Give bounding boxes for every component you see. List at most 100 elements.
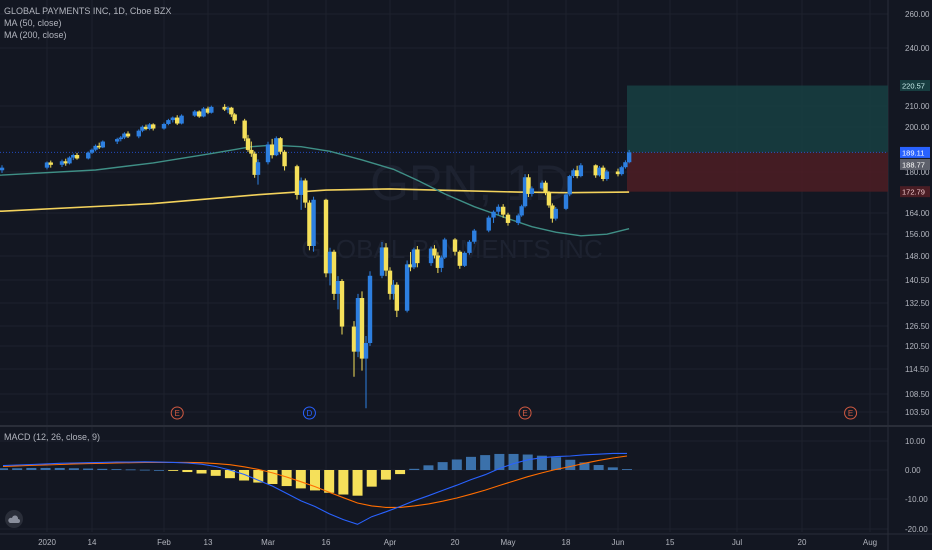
candle: [578, 163, 584, 178]
candle-body: [274, 138, 279, 156]
candle: [307, 200, 312, 251]
candle: [574, 165, 580, 179]
candle: [89, 148, 95, 155]
cloud-icon: [8, 515, 20, 523]
histogram-bar: [593, 465, 604, 470]
candle-body: [222, 106, 227, 110]
candle-body: [192, 111, 197, 116]
candle: [298, 177, 304, 210]
candle-body: [89, 149, 95, 153]
histogram-bar: [125, 469, 136, 471]
candle: [408, 252, 413, 272]
marker-label: D: [307, 409, 313, 418]
price-tick-label: 260.00: [905, 10, 930, 19]
candle-body: [623, 162, 628, 168]
candle-body: [249, 149, 254, 154]
earnings-marker-icon[interactable]: E: [518, 406, 532, 420]
candle-body: [435, 255, 441, 268]
tradingview-logo-icon[interactable]: [5, 510, 23, 528]
candle-body: [571, 170, 576, 177]
price-tick-label: 108.50: [905, 390, 930, 399]
candle-body: [136, 130, 141, 137]
candle-body: [578, 165, 584, 177]
histogram-bar: [508, 453, 519, 470]
macd-legend[interactable]: MACD (12, 26, close, 9): [4, 432, 101, 442]
candle-body: [472, 230, 477, 242]
earnings-marker-icon[interactable]: E: [170, 406, 184, 420]
symbol-legend[interactable]: GLOBAL PAYMENTS INC, 1D, Cboe BZX: [4, 6, 172, 16]
candle: [97, 142, 102, 150]
candle: [411, 247, 417, 270]
histogram-bar: [423, 465, 434, 470]
candle: [323, 198, 329, 278]
marker-circle: [170, 406, 184, 420]
earnings-marker-icon[interactable]: E: [844, 406, 858, 420]
candle-body: [335, 280, 341, 294]
ma50-legend[interactable]: MA (50, close): [4, 18, 62, 28]
price-tick-label: 126.50: [905, 322, 930, 331]
candle-body: [355, 298, 361, 352]
histogram-bar: [26, 467, 37, 470]
candle: [303, 178, 308, 208]
candle-body: [323, 199, 329, 274]
marker-label: E: [522, 409, 527, 418]
candle-body: [526, 177, 531, 194]
target-zone: [627, 85, 888, 153]
price-tick-label: 210.00: [905, 102, 930, 111]
candle-body: [404, 264, 410, 311]
candle: [593, 164, 598, 178]
candle-body: [197, 111, 202, 117]
candle-body: [232, 114, 237, 121]
histogram-bar: [12, 468, 23, 470]
histogram-bar: [324, 470, 335, 493]
histogram-bar: [409, 468, 420, 470]
price-tick-label: 132.50: [905, 299, 930, 308]
histogram-bar: [295, 470, 306, 489]
candle: [626, 149, 632, 164]
ma200-legend[interactable]: MA (200, close): [4, 30, 67, 40]
candle-body: [118, 137, 123, 140]
candle-body: [367, 275, 373, 344]
candle: [604, 169, 610, 181]
date-tick-label: 13: [204, 538, 213, 547]
current-price-tag: 189.11: [900, 146, 930, 158]
candle: [522, 174, 528, 208]
histogram-bar: [395, 470, 406, 475]
candle: [311, 196, 316, 252]
candle-body: [597, 167, 602, 176]
macd-histogram: [0, 453, 632, 496]
histogram-bar: [97, 468, 108, 470]
candle-body: [394, 284, 400, 311]
candle-body: [567, 176, 572, 195]
candle-body: [432, 248, 437, 256]
candle-body: [327, 251, 333, 274]
candle: [175, 115, 180, 126]
candle-body: [255, 162, 261, 175]
candle: [550, 203, 555, 223]
candle: [442, 237, 447, 260]
candle-body: [303, 180, 308, 203]
candle: [147, 123, 152, 131]
candle-body: [339, 280, 345, 327]
candle: [529, 186, 535, 197]
candle-body: [311, 199, 316, 246]
histogram-bar: [68, 468, 79, 470]
candle-body: [351, 326, 357, 352]
candle: [615, 168, 621, 177]
price-tick-label: 148.00: [905, 252, 930, 261]
target-price-tag: 220.57: [900, 80, 930, 92]
dividend-marker-icon[interactable]: D: [302, 406, 316, 420]
candle: [74, 152, 80, 160]
histogram-bar: [281, 470, 292, 487]
candle-body: [93, 145, 98, 150]
candle: [486, 215, 491, 233]
candle-body: [600, 167, 606, 179]
histogram-bar: [310, 470, 320, 491]
watermark-ticker: GPN, 1D: [370, 155, 570, 211]
candle-body: [462, 252, 467, 266]
histogram-bar: [579, 462, 590, 470]
candle: [415, 245, 420, 268]
histogram-bar: [210, 470, 221, 476]
candle: [59, 159, 65, 167]
